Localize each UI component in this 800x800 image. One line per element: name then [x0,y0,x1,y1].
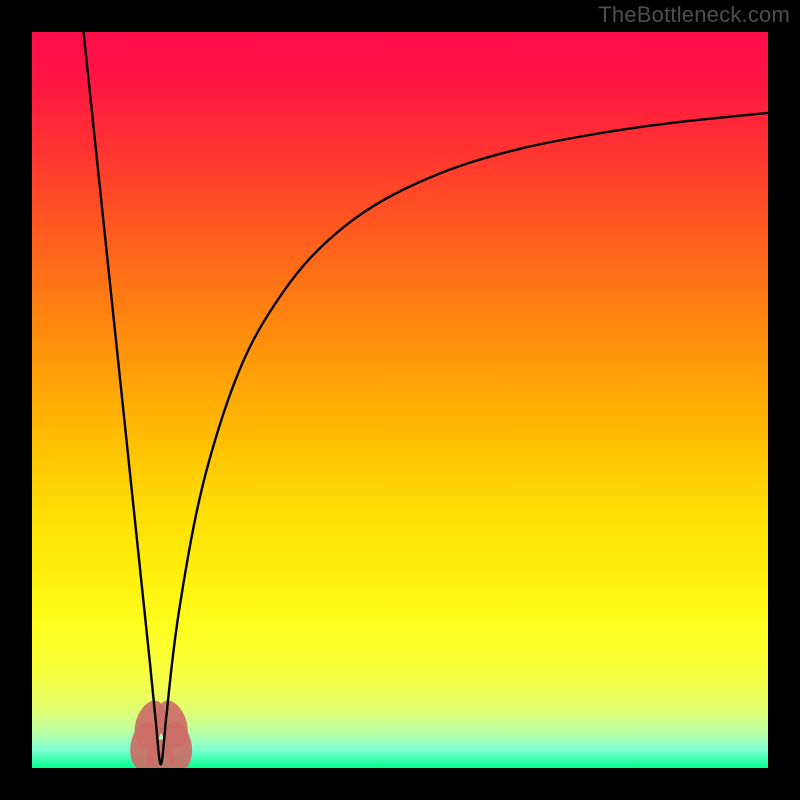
plot-area [32,32,768,788]
chart-container: TheBottleneck.com [0,0,800,800]
bottleneck-chart [0,0,800,800]
watermark-text: TheBottleneck.com [598,2,790,28]
gradient-background [32,32,768,768]
